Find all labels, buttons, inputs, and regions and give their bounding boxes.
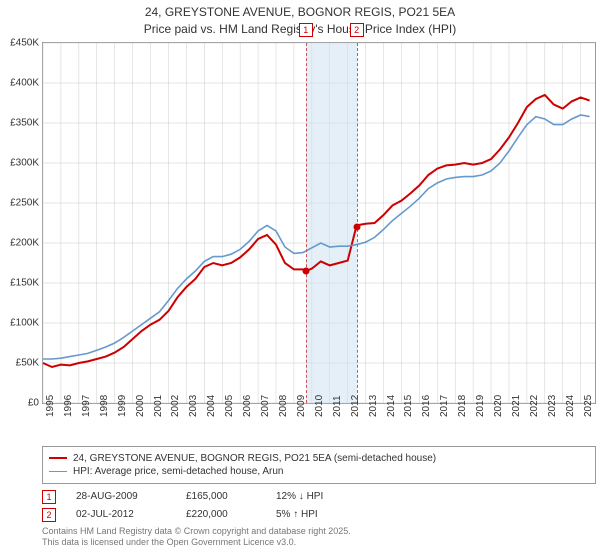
- x-axis-label: 2011: [332, 395, 343, 417]
- x-axis-label: 2010: [314, 394, 325, 416]
- title-line1: 24, GREYSTONE AVENUE, BOGNOR REGIS, PO21…: [0, 4, 600, 21]
- x-axis-label: 2001: [153, 394, 164, 416]
- tx-delta: 5% ↑ HPI: [276, 509, 318, 520]
- y-axis-label: £50K: [16, 357, 39, 368]
- x-axis-label: 2016: [421, 394, 432, 416]
- x-axis-label: 2002: [170, 394, 181, 416]
- legend: 24, GREYSTONE AVENUE, BOGNOR REGIS, PO21…: [42, 446, 596, 484]
- x-axis-label: 2025: [583, 394, 594, 416]
- x-axis-label: 2008: [278, 394, 289, 416]
- marker-dot: [302, 267, 309, 274]
- x-axis-label: 2005: [224, 394, 235, 416]
- footer-line2: This data is licensed under the Open Gov…: [42, 537, 596, 549]
- footer-attribution: Contains HM Land Registry data © Crown c…: [42, 526, 596, 549]
- transaction-table: 1 28-AUG-2009 £165,000 12% ↓ HPI 2 02-JU…: [42, 490, 596, 522]
- y-axis-label: £100K: [10, 317, 39, 328]
- x-axis-label: 2007: [260, 394, 271, 416]
- x-axis-label: 2006: [242, 394, 253, 416]
- transaction-marker: 2: [42, 508, 56, 522]
- y-axis-label: £150K: [10, 277, 39, 288]
- x-axis-label: 2023: [547, 394, 558, 416]
- x-axis-label: 2022: [529, 394, 540, 416]
- marker-dot: [353, 223, 360, 230]
- x-axis-label: 2021: [511, 394, 522, 416]
- tx-date: 28-AUG-2009: [76, 491, 166, 502]
- footer-line1: Contains HM Land Registry data © Crown c…: [42, 526, 596, 538]
- legend-swatch: [49, 457, 67, 459]
- legend-item-price-paid: 24, GREYSTONE AVENUE, BOGNOR REGIS, PO21…: [49, 453, 589, 464]
- x-axis-label: 2014: [386, 394, 397, 416]
- transaction-marker: 1: [42, 490, 56, 504]
- y-axis-label: £400K: [10, 77, 39, 88]
- series-lines: [43, 43, 595, 403]
- y-axis-label: £200K: [10, 237, 39, 248]
- tx-price: £220,000: [186, 509, 256, 520]
- chart: £0£50K£100K£150K£200K£250K£300K£350K£400…: [42, 42, 596, 422]
- x-axis-label: 2019: [475, 394, 486, 416]
- tx-date: 02-JUL-2012: [76, 509, 166, 520]
- legend-label: 24, GREYSTONE AVENUE, BOGNOR REGIS, PO21…: [73, 453, 436, 464]
- x-axis-label: 2009: [296, 394, 307, 416]
- marker-flag: 2: [350, 23, 364, 37]
- table-row: 2 02-JUL-2012 £220,000 5% ↑ HPI: [42, 508, 596, 522]
- marker-vline: [306, 43, 307, 403]
- y-axis-label: £250K: [10, 197, 39, 208]
- y-axis-label: £350K: [10, 117, 39, 128]
- x-axis-label: 2017: [439, 394, 450, 416]
- x-axis-label: 1999: [117, 394, 128, 416]
- x-axis-label: 2020: [493, 394, 504, 416]
- legend-swatch: [49, 471, 67, 472]
- x-axis-label: 1996: [63, 394, 74, 416]
- x-axis-label: 2003: [188, 394, 199, 416]
- x-axis-label: 2013: [368, 394, 379, 416]
- y-axis-label: £450K: [10, 37, 39, 48]
- x-axis-label: 2012: [350, 394, 361, 416]
- x-axis-labels: 1995199619971998199920002001200220032004…: [42, 404, 596, 428]
- x-axis-label: 2015: [403, 394, 414, 416]
- x-axis-label: 1995: [45, 394, 56, 416]
- tx-delta: 12% ↓ HPI: [276, 491, 323, 502]
- tx-price: £165,000: [186, 491, 256, 502]
- legend-label: HPI: Average price, semi-detached house,…: [73, 466, 284, 477]
- x-axis-label: 2024: [565, 394, 576, 416]
- marker-flag: 1: [299, 23, 313, 37]
- x-axis-label: 2004: [206, 394, 217, 416]
- legend-item-hpi: HPI: Average price, semi-detached house,…: [49, 466, 589, 477]
- y-axis-label: £300K: [10, 157, 39, 168]
- plot-area: £0£50K£100K£150K£200K£250K£300K£350K£400…: [42, 42, 596, 404]
- y-axis-label: £0: [28, 397, 39, 408]
- x-axis-label: 2018: [457, 394, 468, 416]
- x-axis-label: 1997: [81, 394, 92, 416]
- table-row: 1 28-AUG-2009 £165,000 12% ↓ HPI: [42, 490, 596, 504]
- x-axis-label: 2000: [135, 394, 146, 416]
- x-axis-label: 1998: [99, 394, 110, 416]
